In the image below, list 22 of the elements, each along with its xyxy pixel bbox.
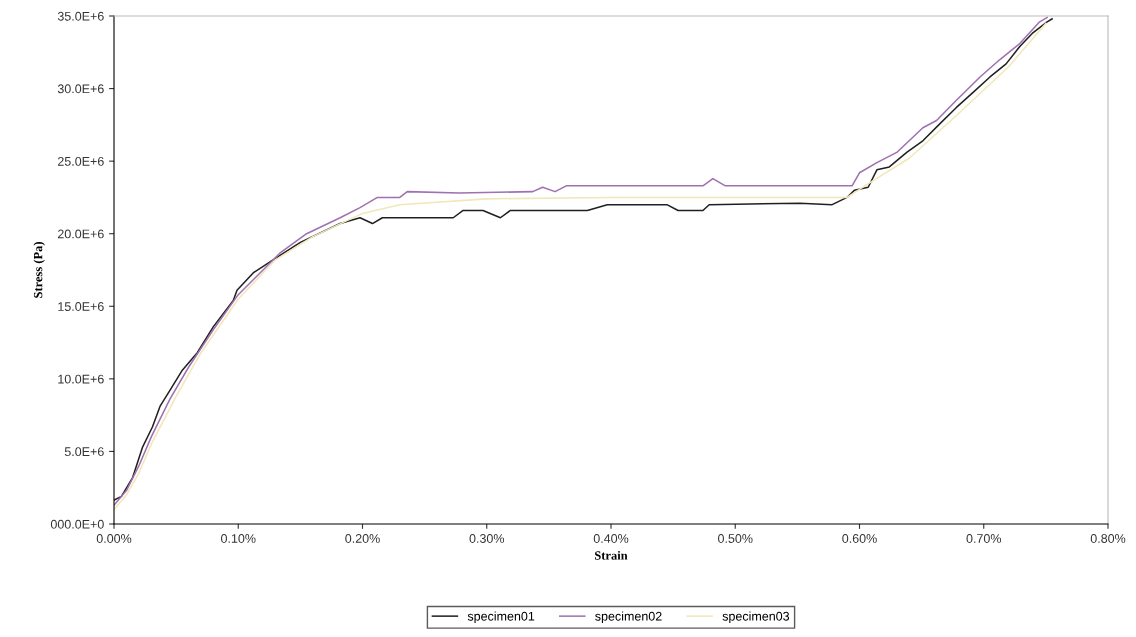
legend-label: specimen02	[595, 611, 662, 624]
x-tick-label: 0.70%	[966, 534, 1002, 543]
y-tick-label: 30.0E+6	[57, 84, 104, 94]
x-tick-label: 0.60%	[842, 534, 877, 543]
y-tick-label: 35.0E+6	[57, 11, 104, 21]
x-tick-label: 0.40%	[593, 534, 629, 543]
x-axis-title: Strain	[595, 550, 628, 560]
y-tick-label: 20.0E+6	[57, 229, 104, 239]
y-tick-label: 5.0E+6	[64, 447, 104, 457]
x-tick-label: 0.30%	[469, 534, 505, 543]
y-tick-label: 25.0E+6	[57, 156, 104, 166]
x-tick-label: 0.80%	[1090, 534, 1126, 543]
x-tick-label: 0.00%	[96, 534, 132, 543]
legend-label: specimen01	[467, 611, 535, 624]
y-tick-label: 000.0E+0	[50, 519, 104, 529]
y-tick-label: 10.0E+6	[58, 374, 104, 384]
x-tick-label: 0.10%	[221, 534, 256, 543]
legend-label: specimen03	[722, 611, 790, 624]
y-tick-label: 15.0E+6	[58, 302, 104, 311]
y-axis-title: Stress (Pa)	[33, 242, 45, 298]
x-tick-label: 0.20%	[345, 534, 380, 543]
x-tick-label: 0.50%	[718, 534, 753, 543]
